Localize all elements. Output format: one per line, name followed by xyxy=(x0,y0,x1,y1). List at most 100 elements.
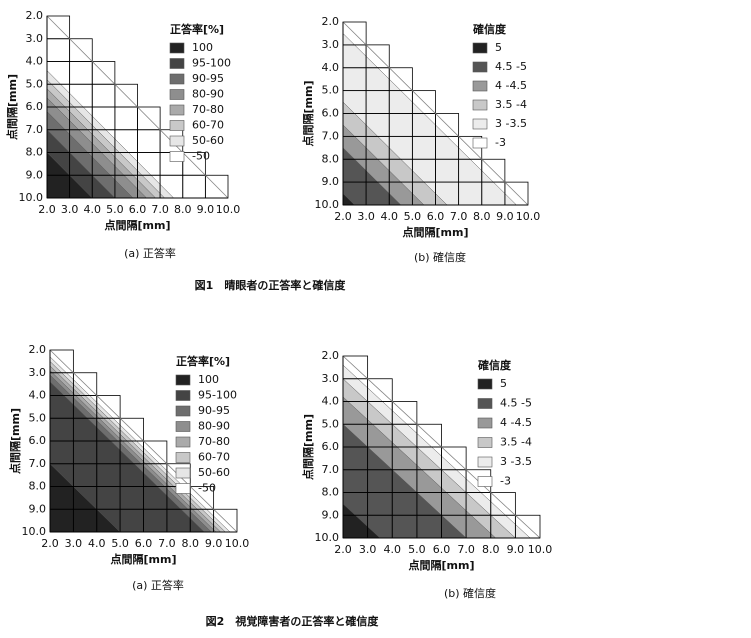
legend-swatch xyxy=(175,390,191,401)
x-tick-label: 5.0 xyxy=(408,543,426,556)
legend-swatch xyxy=(477,476,493,487)
legend-label: 90-95 xyxy=(198,404,230,417)
y-axis-label: 点間隔[mm] xyxy=(8,408,22,474)
diagonal xyxy=(342,21,529,206)
x-tick-label: 4.0 xyxy=(384,543,402,556)
legend-label: 90-95 xyxy=(192,72,224,85)
legend-swatch xyxy=(175,452,191,463)
x-tick-label: 5.0 xyxy=(404,210,422,223)
legend-swatch xyxy=(175,483,191,494)
legend-swatch xyxy=(175,374,191,386)
figure-caption: 図2 視覚障害者の正答率と確信度 xyxy=(206,614,380,628)
x-tick-label: 9.0 xyxy=(205,537,223,550)
y-axis-label: 点間隔[mm] xyxy=(5,74,19,140)
x-tick-label: 8.0 xyxy=(473,210,491,223)
legend-label: 4 -4.5 xyxy=(500,416,532,429)
legend-label: 3 -3.5 xyxy=(495,117,527,130)
y-tick-label: 7.0 xyxy=(26,123,44,136)
x-tick-label: 5.0 xyxy=(106,203,124,216)
legend-swatch xyxy=(472,42,488,54)
legend-label: 100 xyxy=(198,373,219,386)
x-tick-label: 4.0 xyxy=(84,203,102,216)
x-tick-label: 8.0 xyxy=(174,203,192,216)
y-tick-label: 10.0 xyxy=(22,525,47,538)
legend-label: 5 xyxy=(495,41,502,54)
legend-label: 100 xyxy=(192,41,213,54)
diagonal xyxy=(46,15,229,199)
legend-swatch xyxy=(472,99,488,111)
legend-swatch xyxy=(472,61,488,73)
legend-title: 確信度 xyxy=(473,22,507,36)
x-tick-label: 6.0 xyxy=(433,543,451,556)
legend-label: 4 -4.5 xyxy=(495,79,527,92)
y-tick-label: 2.0 xyxy=(322,349,340,362)
x-tick-label: 6.0 xyxy=(135,537,153,550)
y-tick-label: 3.0 xyxy=(26,32,44,45)
x-axis-label: 点間隔[mm] xyxy=(409,558,475,572)
legend-swatch xyxy=(169,135,185,147)
x-tick-label: 7.0 xyxy=(158,537,176,550)
x-axis-label: 点間隔[mm] xyxy=(403,225,469,239)
y-tick-label: 9.0 xyxy=(26,168,44,181)
y-tick-label: 4.0 xyxy=(322,61,340,74)
legend-swatch xyxy=(472,137,488,149)
legend-label: 60-70 xyxy=(198,451,230,464)
x-tick-label: 7.0 xyxy=(151,203,169,216)
legend-label: 50-60 xyxy=(192,134,224,147)
y-tick-label: 9.0 xyxy=(322,175,340,188)
x-axis-label: 点間隔[mm] xyxy=(111,552,177,566)
x-tick-label: 5.0 xyxy=(111,537,129,550)
legend-label: 5 xyxy=(500,377,507,390)
y-tick-label: 10.0 xyxy=(315,531,340,544)
legend-label: -3 xyxy=(500,475,511,488)
y-axis-label: 点間隔[mm] xyxy=(301,81,315,147)
legend-label: -3 xyxy=(495,136,506,149)
x-tick-label: 3.0 xyxy=(65,537,83,550)
legend-swatch xyxy=(169,104,185,116)
x-tick-label: 10.0 xyxy=(528,543,553,556)
x-tick-label: 3.0 xyxy=(359,543,377,556)
y-tick-label: 6.0 xyxy=(322,107,340,120)
legend-swatch xyxy=(175,436,191,448)
x-tick-label: 10.0 xyxy=(516,210,541,223)
legend-title: 正答率[%] xyxy=(170,22,224,36)
legend-swatch xyxy=(472,80,488,92)
legend-swatch xyxy=(477,398,493,409)
y-tick-label: 2.0 xyxy=(29,343,47,356)
legend-swatch xyxy=(472,118,488,130)
y-tick-label: 5.0 xyxy=(322,417,340,430)
y-tick-label: 6.0 xyxy=(26,100,44,113)
x-tick-label: 7.0 xyxy=(457,543,475,556)
legend-swatch xyxy=(169,42,185,54)
x-tick-label: 9.0 xyxy=(496,210,514,223)
legend-label: 4.5 -5 xyxy=(495,60,527,73)
legend-title: 確信度 xyxy=(478,358,512,372)
legend-label: 60-70 xyxy=(192,119,224,132)
y-tick-label: 10.0 xyxy=(315,198,340,211)
legend-swatch xyxy=(477,417,493,429)
x-tick-label: 2.0 xyxy=(334,210,352,223)
y-tick-label: 5.0 xyxy=(322,84,340,97)
legend-swatch xyxy=(175,467,191,479)
y-tick-label: 3.0 xyxy=(322,372,340,385)
legend-label: 4.5 -5 xyxy=(500,397,532,410)
y-tick-label: 6.0 xyxy=(29,434,47,447)
x-tick-label: 9.0 xyxy=(197,203,215,216)
y-tick-label: 3.0 xyxy=(322,38,340,51)
y-tick-label: 8.0 xyxy=(322,152,340,165)
legend-swatch xyxy=(169,120,185,131)
legend-swatch xyxy=(175,421,191,432)
legend-label: 3.5 -4 xyxy=(500,436,532,449)
y-tick-label: 9.0 xyxy=(29,502,47,515)
legend-swatch xyxy=(477,456,493,468)
legend-swatch xyxy=(169,58,185,69)
diagonal xyxy=(49,349,238,533)
x-tick-label: 8.0 xyxy=(182,537,200,550)
y-tick-label: 4.0 xyxy=(322,395,340,408)
y-tick-label: 3.0 xyxy=(29,366,47,379)
x-tick-label: 6.0 xyxy=(129,203,147,216)
x-tick-label: 4.0 xyxy=(88,537,106,550)
legend-swatch xyxy=(169,89,185,100)
y-tick-label: 6.0 xyxy=(322,440,340,453)
